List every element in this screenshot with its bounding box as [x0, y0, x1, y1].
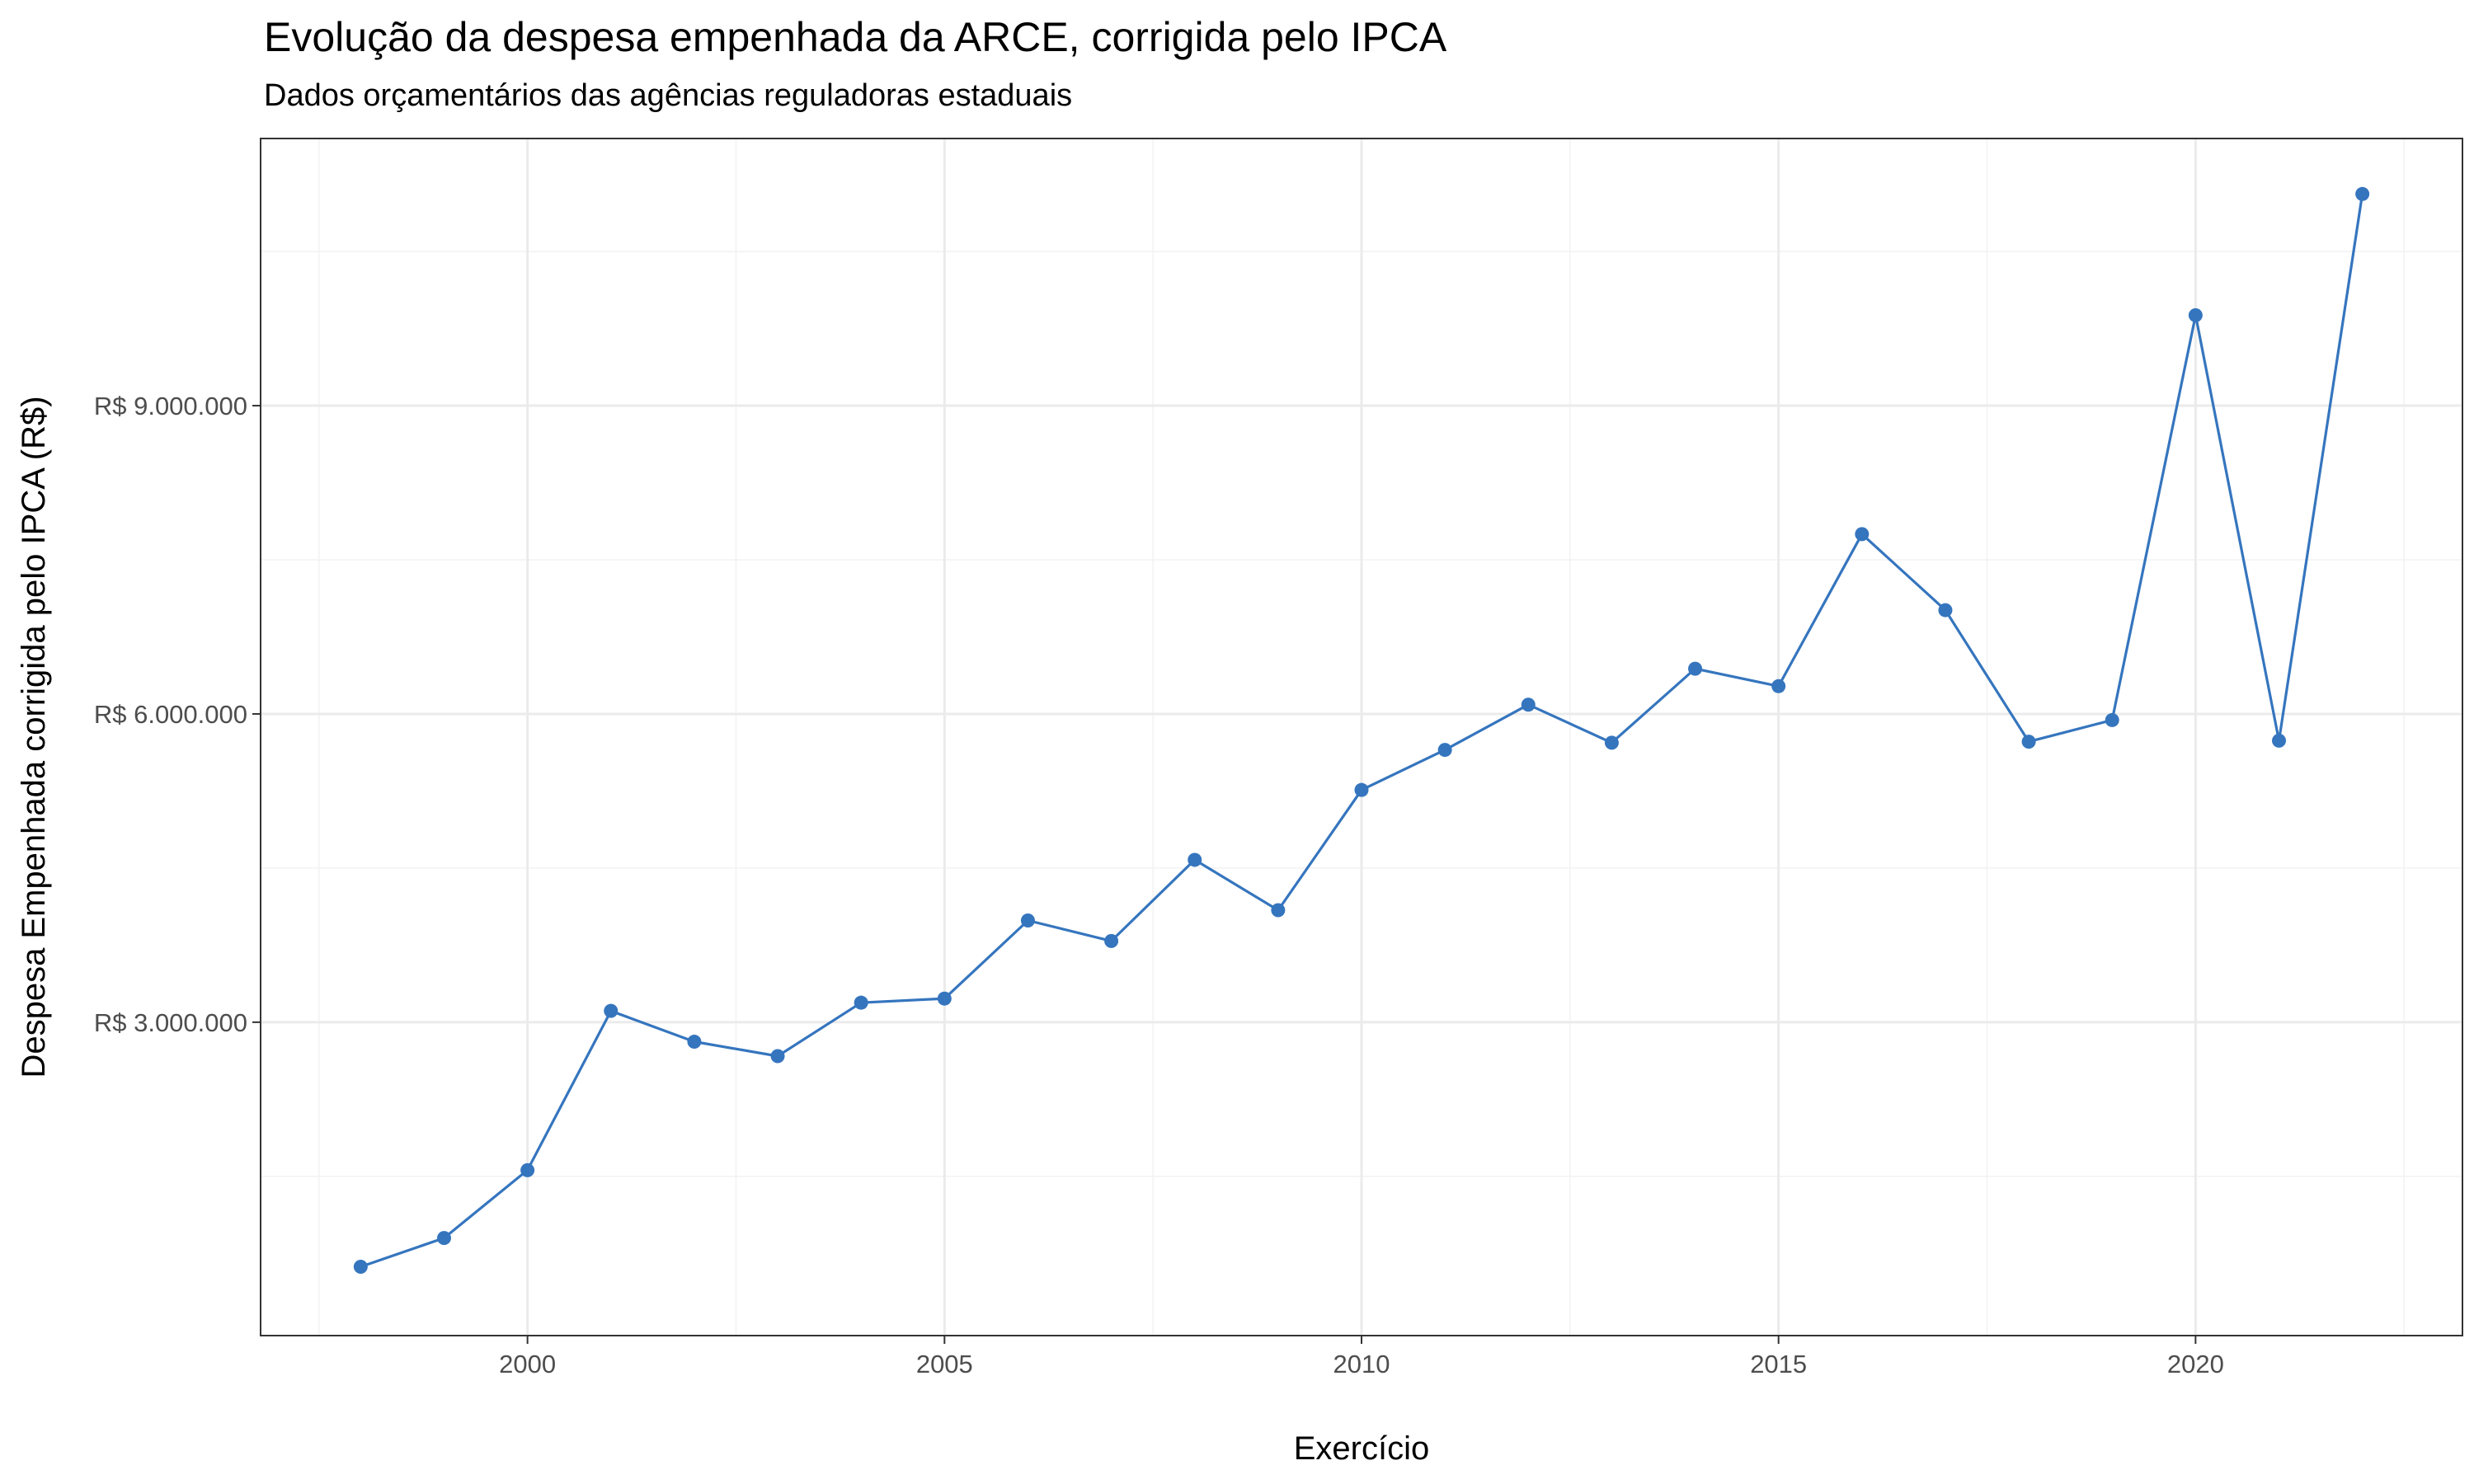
- data-point: [1938, 603, 1953, 618]
- data-point: [1020, 913, 1035, 928]
- x-tick-label: 2020: [2167, 1350, 2224, 1378]
- data-point: [2188, 308, 2203, 322]
- y-tick-label: R$ 3.000.000: [94, 1008, 247, 1037]
- data-point: [2355, 186, 2370, 201]
- x-tick-label: 2005: [916, 1350, 973, 1378]
- data-point: [437, 1231, 451, 1246]
- x-tick-label: 2000: [499, 1350, 556, 1378]
- data-point: [2021, 735, 2036, 749]
- data-point: [2105, 712, 2119, 727]
- data-point: [687, 1035, 702, 1050]
- y-axis-title: Despesa Empenhada corrigida pelo IPCA (R…: [16, 396, 52, 1078]
- grid: [261, 139, 2462, 1336]
- y-axis: R$ 3.000.000 R$ 6.000.000 R$ 9.000.000: [94, 392, 261, 1037]
- data-point: [1771, 679, 1786, 693]
- data-point: [1354, 782, 1369, 797]
- data-point: [520, 1162, 535, 1177]
- x-tick-label: 2015: [1750, 1350, 1807, 1378]
- x-axis: 2000 2005 2010 2015 2020: [499, 1336, 2224, 1378]
- chart-subtitle: Dados orçamentários das agências regulad…: [264, 78, 1072, 113]
- series-layer: [353, 186, 2370, 1274]
- data-point: [937, 991, 952, 1006]
- data-point: [353, 1259, 368, 1274]
- data-point: [1104, 933, 1119, 948]
- data-point: [2272, 733, 2286, 748]
- x-axis-title: Exercício: [1294, 1430, 1430, 1467]
- data-point: [1688, 661, 1703, 676]
- data-point: [854, 995, 868, 1010]
- y-tick-label: R$ 6.000.000: [94, 700, 247, 729]
- data-point: [1271, 903, 1286, 918]
- data-point: [1188, 852, 1202, 867]
- y-tick-label: R$ 9.000.000: [94, 392, 247, 420]
- x-tick-label: 2010: [1333, 1350, 1390, 1378]
- data-point: [1855, 527, 1870, 542]
- data-point: [1521, 697, 1536, 712]
- data-point: [770, 1049, 785, 1064]
- data-point: [1437, 743, 1452, 758]
- data-point: [604, 1003, 618, 1018]
- data-point: [1604, 735, 1619, 750]
- chart-title: Evolução da despesa empenhada da ARCE, c…: [264, 14, 1447, 60]
